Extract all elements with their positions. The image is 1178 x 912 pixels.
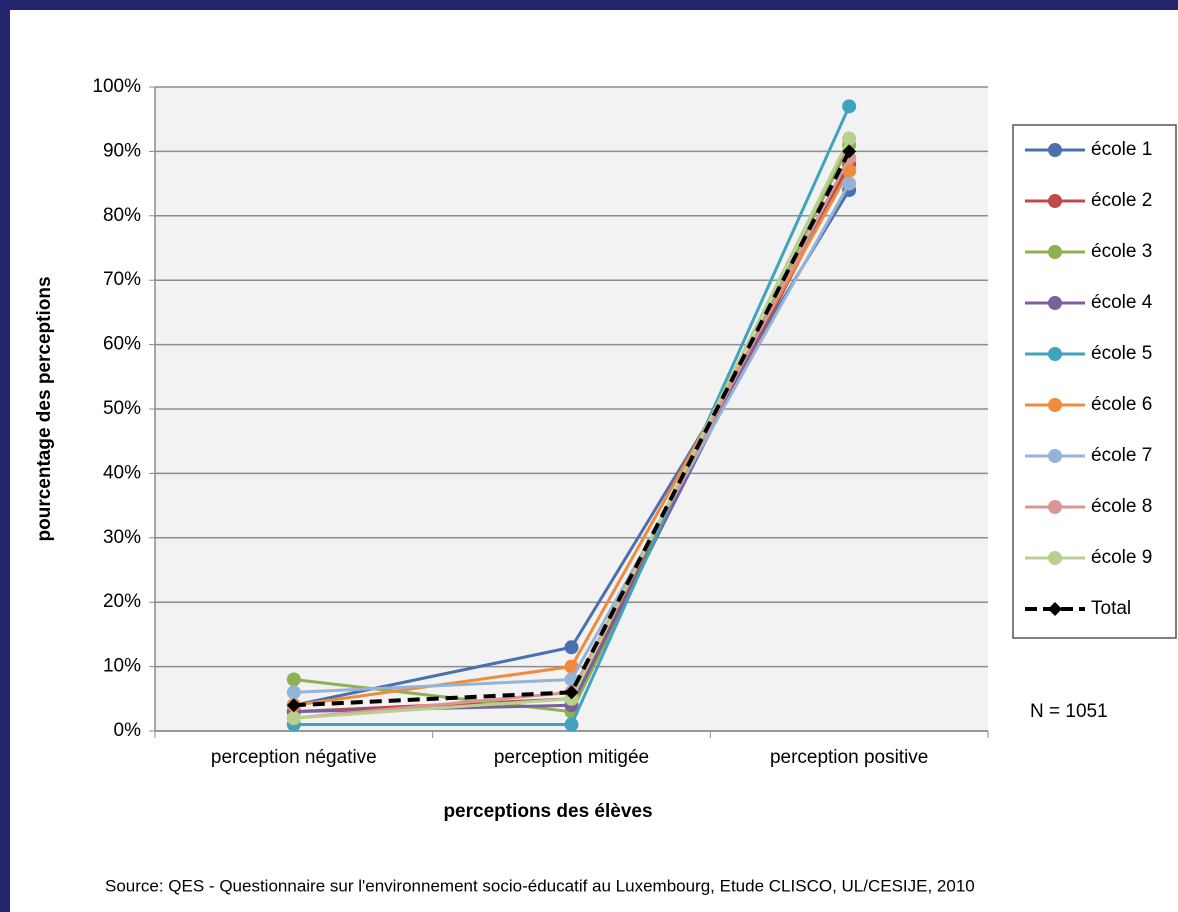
legend-marker <box>1048 347 1062 361</box>
legend-label: Total <box>1091 598 1131 619</box>
legend-label: école 4 <box>1091 292 1153 313</box>
y-tick-label: 60% <box>103 334 141 355</box>
frame-left <box>0 0 10 912</box>
source: Source: QES - Questionnaire sur l'enviro… <box>105 876 975 895</box>
data-point <box>286 672 301 687</box>
legend-label: école 3 <box>1091 241 1152 262</box>
legend-label: école 2 <box>1091 190 1152 211</box>
y-tick-label: 100% <box>92 76 141 97</box>
x-tick-label: perception négative <box>211 747 377 768</box>
y-tick-label: 80% <box>103 205 141 226</box>
annotation: N = 1051 <box>1030 701 1108 722</box>
legend-marker <box>1048 500 1062 514</box>
y-axis-label: pourcentage des perceptions <box>34 276 55 541</box>
y-tick-label: 70% <box>103 269 141 290</box>
x-tick-label: perception mitigée <box>494 747 649 768</box>
x-axis-label: perceptions des élèves <box>443 801 652 822</box>
data-point <box>842 176 857 191</box>
y-tick-label: 50% <box>103 398 141 419</box>
data-point <box>842 99 857 114</box>
legend-marker <box>1048 398 1062 412</box>
data-point <box>564 685 579 700</box>
y-tick-label: 30% <box>103 527 141 548</box>
y-tick-label: 20% <box>103 591 141 612</box>
legend-label: école 5 <box>1091 343 1152 364</box>
y-tick-label: 90% <box>103 140 141 161</box>
y-tick-label: 10% <box>103 656 141 677</box>
legend-marker <box>1048 245 1062 259</box>
data-point <box>564 717 579 732</box>
legend-box <box>1012 124 1177 639</box>
y-tick-label: 0% <box>114 720 142 741</box>
legend-label: école 1 <box>1091 139 1152 160</box>
data-point <box>842 144 857 159</box>
legend-marker <box>1048 143 1062 157</box>
data-point <box>842 131 857 146</box>
legend-marker <box>1048 296 1062 310</box>
legend-label: école 9 <box>1091 547 1152 568</box>
data-point <box>564 659 579 674</box>
legend-marker <box>1048 602 1062 616</box>
x-tick-label: perception positive <box>770 747 928 768</box>
data-point <box>286 711 301 726</box>
legend-marker <box>1048 551 1062 565</box>
legend-marker <box>1048 449 1062 463</box>
data-point <box>564 640 579 655</box>
legend-marker <box>1048 194 1062 208</box>
legend-label: école 6 <box>1091 394 1152 415</box>
legend-label: école 8 <box>1091 496 1152 517</box>
y-tick-label: 40% <box>103 462 141 483</box>
data-point <box>286 698 301 713</box>
data-point <box>286 685 301 700</box>
legend-label: école 7 <box>1091 445 1152 466</box>
frame-top <box>0 0 1178 10</box>
